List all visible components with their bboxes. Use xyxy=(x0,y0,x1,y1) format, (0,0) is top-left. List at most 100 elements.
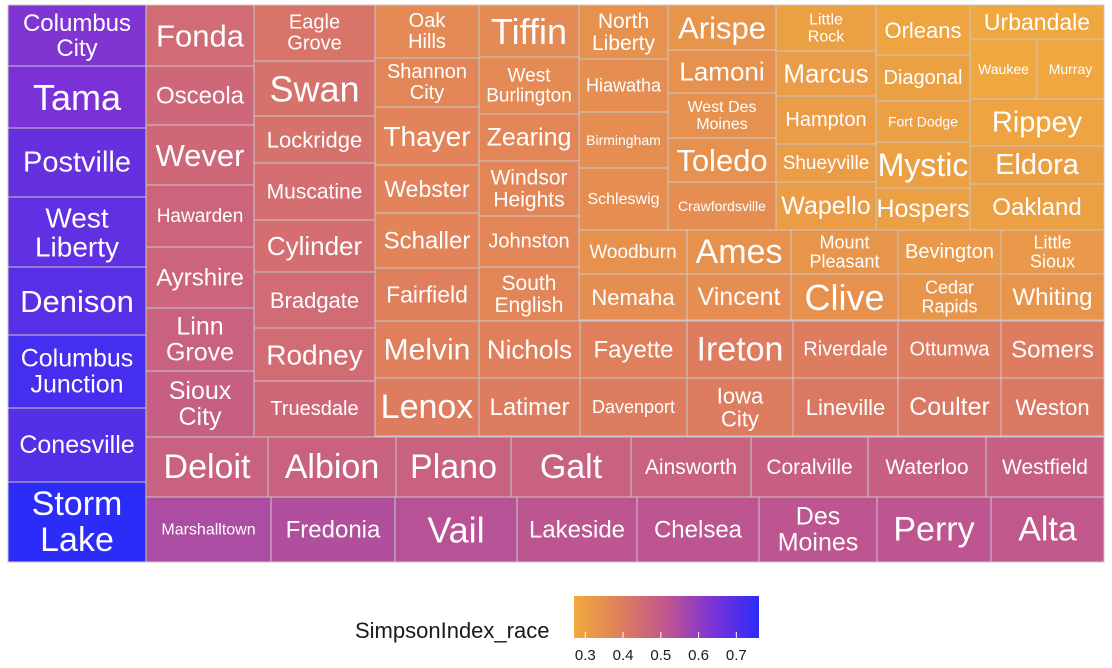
tile-lenox: Lenox xyxy=(374,377,480,437)
tile-schaller: Schaller xyxy=(374,212,480,269)
tile-waterloo: Waterloo xyxy=(867,436,987,498)
tile-columbus-city: Columbus City xyxy=(7,4,147,67)
tile-murray: Murray xyxy=(1036,38,1105,100)
tile-rect xyxy=(775,181,877,231)
tile-west-burlington: West Burlington xyxy=(478,56,580,115)
tile-label: Cedar Rapids xyxy=(921,278,977,317)
tile-label: Lakeside xyxy=(529,516,625,543)
tile-label: Fairfield xyxy=(386,282,468,308)
tile-rect xyxy=(478,56,580,115)
tile-label: Hampton xyxy=(785,109,866,131)
tile-denison: Denison xyxy=(7,266,147,336)
tile-rect xyxy=(969,145,1105,185)
tile-label: Plano xyxy=(410,448,497,486)
tile-shannon-city: Shannon City xyxy=(374,57,480,108)
tile-rect xyxy=(775,50,877,97)
tile-rect xyxy=(686,377,794,437)
tile-rect xyxy=(145,307,255,372)
tile-little-rock: Little Rock xyxy=(775,4,877,52)
tile-rect xyxy=(145,124,255,186)
tile-label: Eldora xyxy=(995,149,1080,181)
tile-label: Little Sioux xyxy=(1030,233,1075,272)
tile-rect xyxy=(758,496,878,563)
tile-label: Alta xyxy=(1018,511,1077,549)
tile-label: Fredonia xyxy=(286,516,381,543)
tile-storm-lake: Storm Lake xyxy=(7,481,147,563)
tile-cylinder: Cylinder xyxy=(253,219,376,273)
tile-label: Marshalltown xyxy=(161,521,255,538)
tile-mystic: Mystic xyxy=(875,141,971,189)
tile-rect xyxy=(374,57,480,108)
tile-label: Hiawatha xyxy=(586,76,662,96)
tile-label: Galt xyxy=(540,448,603,486)
tile-rect xyxy=(374,212,480,269)
tile-rect xyxy=(145,65,255,126)
tile-coulter: Coulter xyxy=(897,377,1002,437)
tile-label: Mount Pleasant xyxy=(809,233,879,272)
tile-label: West Des Moines xyxy=(687,99,756,133)
tile-ottumwa: Ottumwa xyxy=(897,320,1002,379)
tile-thayer: Thayer xyxy=(374,106,480,166)
tile-nichols: Nichols xyxy=(478,320,581,379)
tile-rect xyxy=(969,4,1105,40)
tile-tiffin: Tiffin xyxy=(478,4,580,58)
tile-label: Hawarden xyxy=(157,206,244,227)
tile-davenport: Davenport xyxy=(579,377,688,437)
tile-label: Des Moines xyxy=(778,502,859,556)
tile-alta: Alta xyxy=(990,496,1105,563)
tile-rect xyxy=(578,273,688,321)
tile-rect xyxy=(478,377,581,437)
tile-rect xyxy=(270,496,396,563)
tile-rect xyxy=(990,496,1105,563)
tile-label: Rodney xyxy=(266,339,363,370)
tile-hospers: Hospers xyxy=(875,187,971,231)
tile-latimer: Latimer xyxy=(478,377,581,437)
tile-zearing: Zearing xyxy=(478,113,580,162)
tile-fayette: Fayette xyxy=(579,320,688,379)
tile-label: Davenport xyxy=(592,397,675,417)
tile-label: Nemaha xyxy=(591,285,675,310)
tile-linn-grove: Linn Grove xyxy=(145,307,255,372)
tile-rect xyxy=(969,183,1105,231)
tile-bevington: Bevington xyxy=(897,229,1002,275)
tile-label: Bradgate xyxy=(270,288,359,313)
tile-arispe: Arispe xyxy=(667,4,777,51)
tile-johnston: Johnston xyxy=(478,215,580,268)
tile-eldora: Eldora xyxy=(969,145,1105,185)
tile-label: Ames xyxy=(696,233,783,271)
tile-label: Fayette xyxy=(593,336,673,363)
tile-rect xyxy=(1000,273,1105,321)
tile-rect xyxy=(667,4,777,51)
tile-galt: Galt xyxy=(510,436,632,498)
tile-label: South English xyxy=(495,271,564,316)
tile-label: Whiting xyxy=(1012,284,1092,311)
tile-label: Cylinder xyxy=(267,231,363,261)
legend-tick-label: 0.6 xyxy=(688,647,709,664)
tile-des-moines: Des Moines xyxy=(758,496,878,563)
tile-label: Clive xyxy=(804,277,884,318)
tile-rect xyxy=(686,273,792,321)
tile-label: Oak Hills xyxy=(408,10,446,53)
tile-ireton: Ireton xyxy=(686,320,794,379)
tile-wapello: Wapello xyxy=(775,181,877,231)
tile-rect xyxy=(395,436,512,498)
tile-label: Coulter xyxy=(909,393,990,421)
tile-label: Deloit xyxy=(164,448,251,486)
tile-rect xyxy=(253,271,376,329)
tile-rect xyxy=(253,162,376,221)
tile-riverdale: Riverdale xyxy=(792,320,899,379)
tile-rect xyxy=(667,137,777,183)
tile-woodburn: Woodburn xyxy=(578,229,688,275)
tile-label: Vincent xyxy=(698,283,781,311)
tile-somers: Somers xyxy=(1000,320,1105,379)
tile-lakeside: Lakeside xyxy=(516,496,638,563)
tile-conesville: Conesville xyxy=(7,407,147,483)
tile-schleswig: Schleswig xyxy=(578,167,669,231)
tile-label: Linn Grove xyxy=(166,312,234,366)
tile-rect xyxy=(792,320,899,379)
tile-diagonal: Diagonal xyxy=(875,54,971,102)
tile-cedar-rapids: Cedar Rapids xyxy=(897,273,1002,321)
tile-label: Lockridge xyxy=(267,127,362,152)
tile-toledo: Toledo xyxy=(667,137,777,183)
tile-rect xyxy=(7,334,147,409)
